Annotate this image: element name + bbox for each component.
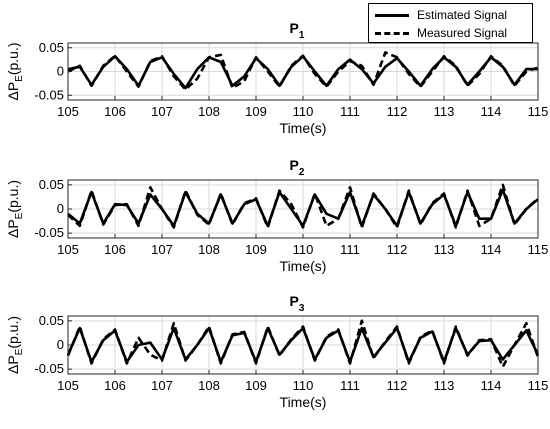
series-line-measured [67,51,539,91]
x-tick-label: 114 [481,378,502,393]
subplot-title: P1 [290,20,305,41]
x-axis-label: Time(s) [280,258,327,274]
x-tick-label: 111 [340,378,360,393]
x-tick-label: 112 [387,242,408,257]
y-tick-label: 0 [57,337,64,352]
x-tick-label: 113 [434,378,455,393]
x-tick-label: 107 [151,378,173,393]
x-tick-label: 108 [198,378,220,393]
x-tick-label: 110 [293,104,314,119]
x-tick-label: 106 [104,242,126,257]
legend: Estimated Signal Measured Signal [368,3,533,43]
subplot-title: P3 [290,293,305,314]
y-axis-label: ΔPE(p.u.) [5,180,25,238]
y-tick-label: 0.05 [39,40,64,55]
subplot-1: 105 106 107 108 109 110 111 112 113 114 115 -0.05 0 0… [5,20,548,136]
subplot-2: 105 106 107 108 109 110 111 112 113 114 115 -0.05 0 0… [5,157,548,274]
legend-item-measured: Measured Signal [375,24,507,42]
legend-label-measured: Measured Signal [417,26,508,40]
x-tick-label: 111 [340,104,360,119]
x-tick-label: 105 [57,378,79,393]
legend-item-estimated: Estimated Signal [375,6,507,24]
series-line-measured [66,319,540,369]
y-axis-label: ΔPE(p.u.) [5,42,25,100]
x-tick-label: 105 [57,242,79,257]
x-tick-label: 109 [245,378,267,393]
y-tick-label: 0.05 [39,313,64,328]
x-tick-label: 105 [57,104,79,119]
x-tick-label: 114 [481,104,502,119]
subplot-3: 105 106 107 108 109 110 111 112 113 114 115 -0.05 0 0… [5,293,548,410]
y-tick-label: 0 [57,201,64,216]
x-tick-label: 106 [104,378,126,393]
x-tick-label: 115 [528,104,549,119]
legend-swatch-solid [375,13,409,17]
x-tick-label: 112 [387,104,408,119]
x-tick-label: 110 [293,378,314,393]
x-tick-label: 115 [528,242,549,257]
x-tick-label: 109 [245,242,267,257]
x-axis-label: Time(s) [280,394,327,410]
x-tick-label: 107 [151,242,173,257]
x-axis-label: Time(s) [280,120,327,136]
y-tick-label: 0.05 [39,177,64,192]
x-tick-label: 110 [293,242,314,257]
series-line-measured [67,183,539,229]
y-axis-label: ΔPE(p.u.) [5,316,25,374]
x-tick-label: 113 [434,242,455,257]
legend-label-estimated: Estimated Signal [417,8,508,22]
x-tick-label: 106 [104,104,126,119]
y-tick-label: -0.05 [34,87,64,102]
legend-swatch-dashed [375,31,409,35]
x-tick-label: 113 [434,104,455,119]
x-tick-label: 108 [198,104,220,119]
x-tick-label: 108 [198,242,220,257]
y-tick-label: -0.05 [34,361,64,376]
x-tick-label: 111 [340,242,360,257]
y-tick-label: 0 [57,64,64,79]
x-tick-label: 114 [481,242,502,257]
x-tick-label: 115 [528,378,549,393]
x-tick-label: 112 [387,378,408,393]
x-tick-label: 109 [245,104,267,119]
x-tick-label: 107 [151,104,173,119]
subplot-title: P2 [290,157,305,178]
y-tick-label: -0.05 [34,225,64,240]
